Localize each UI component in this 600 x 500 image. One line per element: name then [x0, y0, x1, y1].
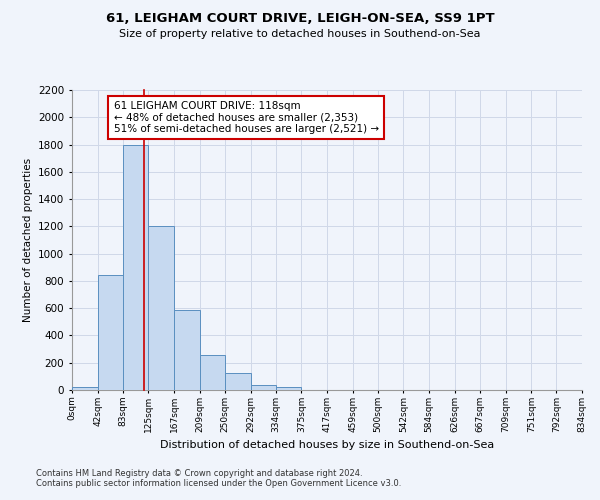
Text: 61, LEIGHAM COURT DRIVE, LEIGH-ON-SEA, SS9 1PT: 61, LEIGHAM COURT DRIVE, LEIGH-ON-SEA, S…: [106, 12, 494, 26]
Bar: [72, 386, 98, 390]
Bar: [200, 355, 225, 390]
Bar: [251, 384, 276, 390]
Text: Contains public sector information licensed under the Open Government Licence v3: Contains public sector information licen…: [36, 478, 401, 488]
Y-axis label: Number of detached properties: Number of detached properties: [23, 158, 32, 322]
Bar: [98, 276, 123, 390]
Bar: [148, 226, 174, 390]
Text: Contains HM Land Registry data © Crown copyright and database right 2024.: Contains HM Land Registry data © Crown c…: [36, 468, 362, 477]
Text: Size of property relative to detached houses in Southend-on-Sea: Size of property relative to detached ho…: [119, 29, 481, 39]
Bar: [225, 373, 251, 390]
Bar: [123, 144, 148, 390]
Bar: [174, 310, 200, 390]
X-axis label: Distribution of detached houses by size in Southend-on-Sea: Distribution of detached houses by size …: [160, 440, 494, 450]
Text: 61 LEIGHAM COURT DRIVE: 118sqm
← 48% of detached houses are smaller (2,353)
51% : 61 LEIGHAM COURT DRIVE: 118sqm ← 48% of …: [113, 101, 379, 134]
Bar: [276, 386, 301, 390]
